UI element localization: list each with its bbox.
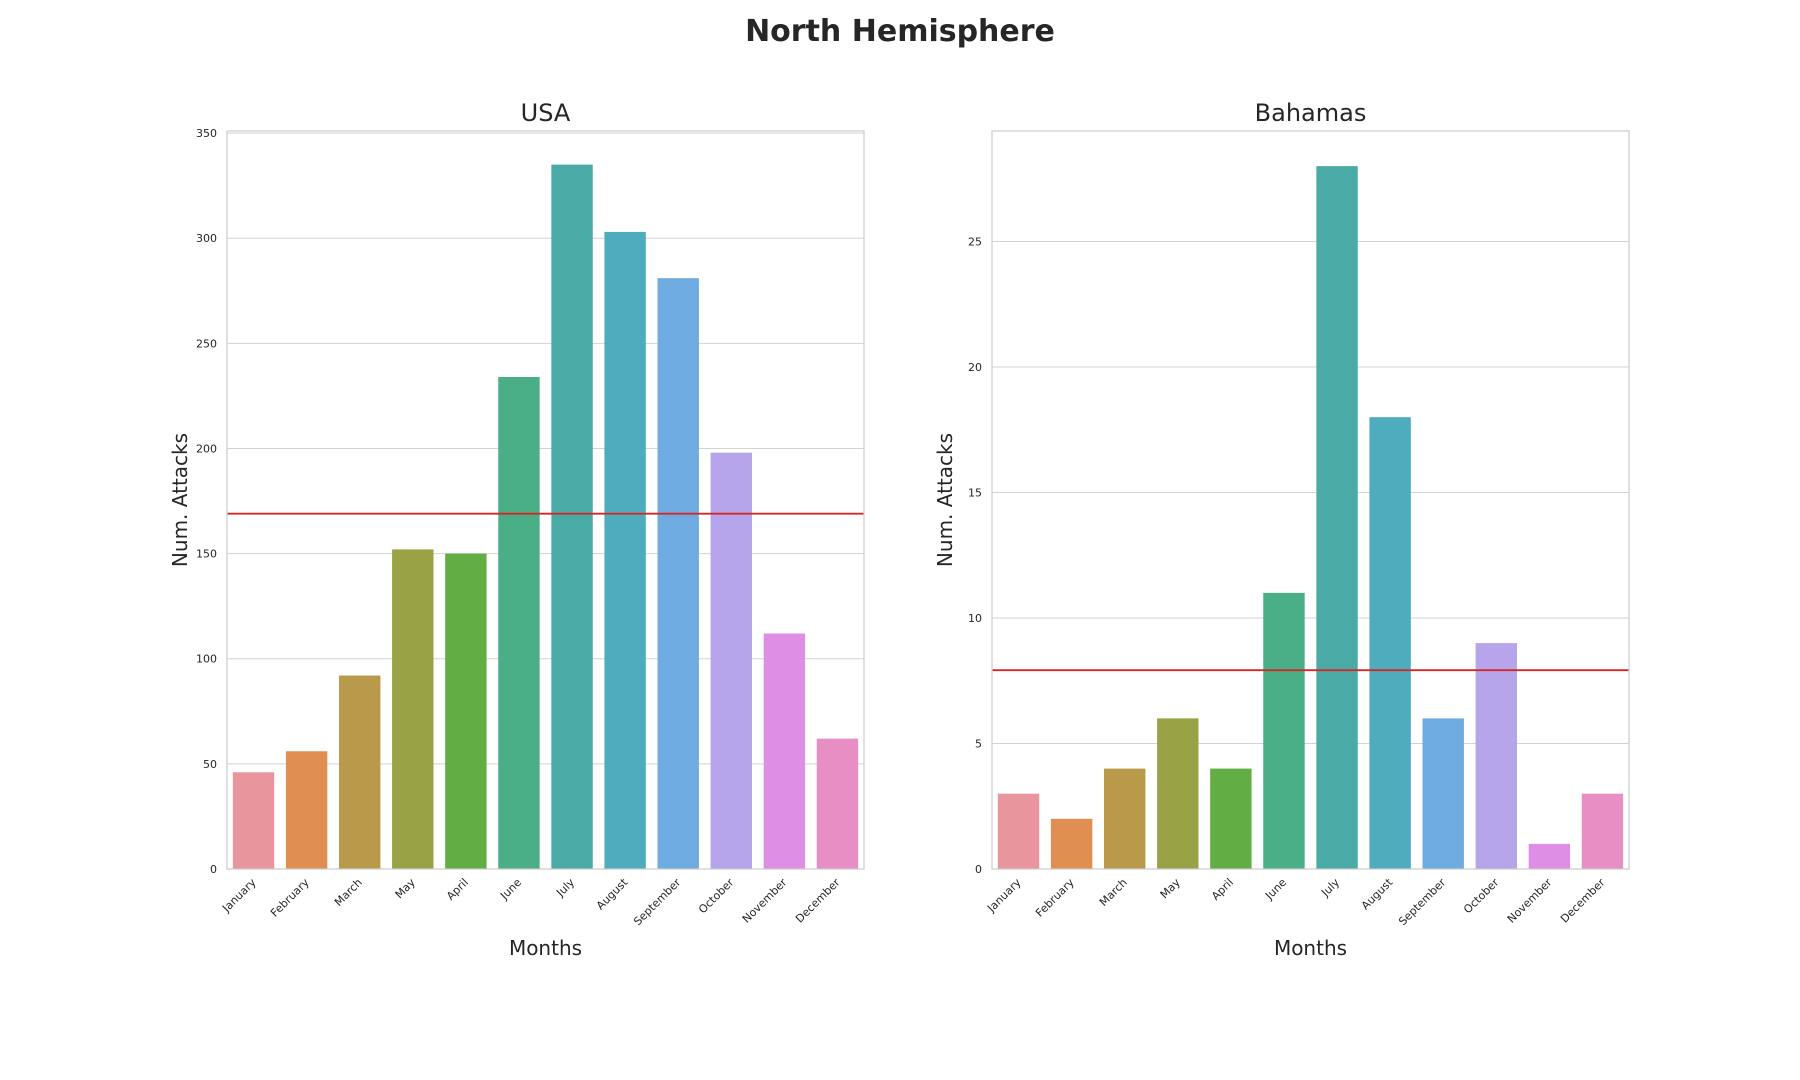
y-tick-label: 300 (196, 232, 217, 245)
bar-october (710, 452, 752, 869)
subplot-title: Bahamas (1255, 99, 1367, 127)
bar-march (1104, 768, 1146, 869)
bar-august (604, 231, 646, 869)
y-tick-label: 0 (210, 863, 217, 876)
bar-january (232, 772, 275, 869)
x-tick-label: June (1262, 876, 1289, 903)
y-tick-label: 5 (975, 737, 982, 750)
y-tick-label: 10 (968, 612, 982, 625)
bar-july (1316, 166, 1358, 870)
x-axis-label: Months (509, 936, 582, 960)
bar-may (392, 549, 434, 869)
bar-september (657, 278, 699, 870)
x-tick-label: March (1097, 876, 1130, 909)
x-tick-label: November (1505, 876, 1555, 926)
bar-november (1528, 843, 1571, 869)
x-tick-label: August (1359, 875, 1396, 912)
x-tick-label: September (1396, 876, 1449, 929)
x-tick-label: October (1461, 876, 1502, 917)
y-tick-label: 0 (975, 863, 982, 876)
y-tick-label: 50 (203, 758, 217, 771)
bar-march (339, 675, 381, 869)
bar-november (763, 633, 806, 869)
x-tick-label: April (1209, 876, 1236, 903)
figure-title: North Hemisphere (745, 14, 1055, 49)
y-tick-label: 15 (968, 486, 982, 499)
y-tick-label: 100 (196, 653, 217, 666)
subplot-title: USA (521, 99, 571, 127)
y-tick-label: 250 (196, 337, 217, 350)
y-tick-label: 150 (196, 548, 217, 561)
bar-december (1581, 793, 1624, 869)
y-tick-label: 20 (968, 361, 982, 374)
bar-february (1050, 818, 1093, 869)
x-axis-label: Months (1274, 936, 1347, 960)
bar-october (1475, 643, 1517, 869)
plot-frame (991, 130, 1630, 870)
bar-july (551, 164, 593, 870)
bar-june (498, 377, 540, 869)
bar-june (1263, 592, 1305, 869)
y-tick-label: 350 (196, 127, 217, 140)
y-axis-label: Num. Attacks (168, 433, 192, 567)
x-tick-label: July (1318, 876, 1342, 900)
x-tick-label: December (1558, 876, 1608, 926)
bar-august (1369, 417, 1411, 869)
bar-april (445, 553, 487, 869)
x-tick-label: January (984, 876, 1024, 916)
bar-december (816, 738, 859, 869)
y-axis-label: Num. Attacks (933, 433, 957, 567)
plot-frame (226, 130, 865, 870)
bar-may (1157, 718, 1199, 869)
bar-february (285, 751, 328, 869)
y-tick-label: 200 (196, 442, 217, 455)
x-tick-label: May (1158, 876, 1184, 902)
bar-january (997, 793, 1040, 869)
x-tick-label: February (1033, 876, 1077, 920)
bar-september (1422, 718, 1464, 869)
bar-april (1210, 768, 1252, 869)
y-tick-label: 25 (968, 235, 982, 248)
